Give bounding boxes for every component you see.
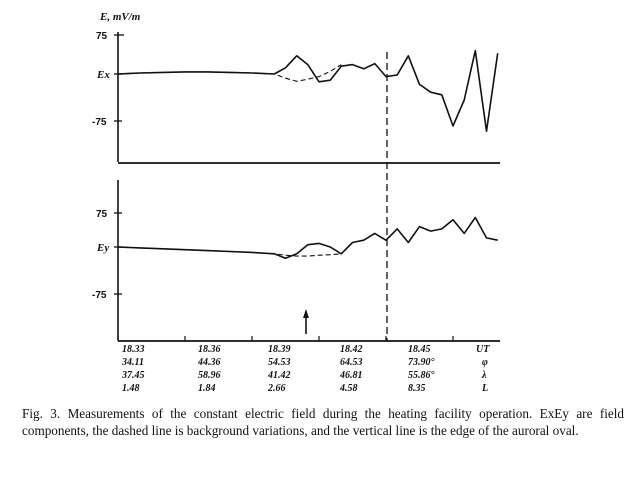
table-col5-row4: 8.35 [408, 383, 426, 394]
table-col5-row3: 55.86° [408, 370, 435, 381]
bottom-tick-label-lower: -75 [92, 290, 107, 301]
ex-measured-line [117, 49, 499, 132]
top-tick-label-upper: 75 [96, 31, 108, 42]
table-col5-row1: 18.45 [408, 344, 431, 355]
table-row-label-ut: UT [476, 344, 490, 355]
table-row-label-l: L [481, 383, 488, 394]
coordinates-table: 18.33 34.11 37.45 1.48 18.36 44.36 58.96… [121, 344, 490, 394]
table-col3-row1: 18.39 [268, 344, 291, 355]
figure-caption: Fig. 3. Measurements of the constant ele… [22, 406, 624, 438]
bottom-component-label: Ey [96, 242, 109, 254]
bottom-tick-label-upper: 75 [96, 209, 108, 220]
table-col1-row3: 37.45 [121, 370, 145, 381]
table-row-label-lambda: λ [481, 370, 487, 381]
top-tick-label-lower: -75 [92, 117, 107, 128]
table-col3-row4: 2.66 [267, 383, 286, 394]
ey-measured-line [117, 216, 498, 260]
table-col3-row2: 54.53 [268, 357, 291, 368]
table-col2-row1: 18.36 [198, 344, 221, 355]
table-col1-row1: 18.33 [122, 344, 145, 355]
electric-field-figure: E, mV/m 75 Ex -75 75 Ey -75 18.33 34.11 … [92, 11, 500, 394]
table-row-label-phi: φ [482, 357, 488, 368]
table-col4-row2: 64.53 [340, 357, 363, 368]
table-col4-row3: 46.81 [339, 370, 363, 381]
ex-background-dashed-line [117, 64, 342, 82]
table-col1-row4: 1.48 [122, 383, 140, 394]
heating-onset-arrow [303, 309, 309, 334]
table-col5-row2: 73.90° [408, 357, 435, 368]
y-unit-label: E, mV/m [99, 11, 141, 23]
table-col2-row4: 1.84 [198, 383, 216, 394]
table-col1-row2: 34.11 [121, 357, 144, 368]
table-col2-row2: 44.36 [197, 357, 221, 368]
ey-background-dashed-line [117, 246, 342, 257]
ex-series-group [117, 49, 499, 132]
table-col3-row3: 41.42 [267, 370, 291, 381]
ey-series-group [117, 216, 498, 260]
top-component-label: Ex [96, 69, 110, 81]
table-col2-row3: 58.96 [198, 370, 221, 381]
table-col4-row1: 18.42 [340, 344, 363, 355]
table-col4-row4: 4.58 [339, 383, 358, 394]
